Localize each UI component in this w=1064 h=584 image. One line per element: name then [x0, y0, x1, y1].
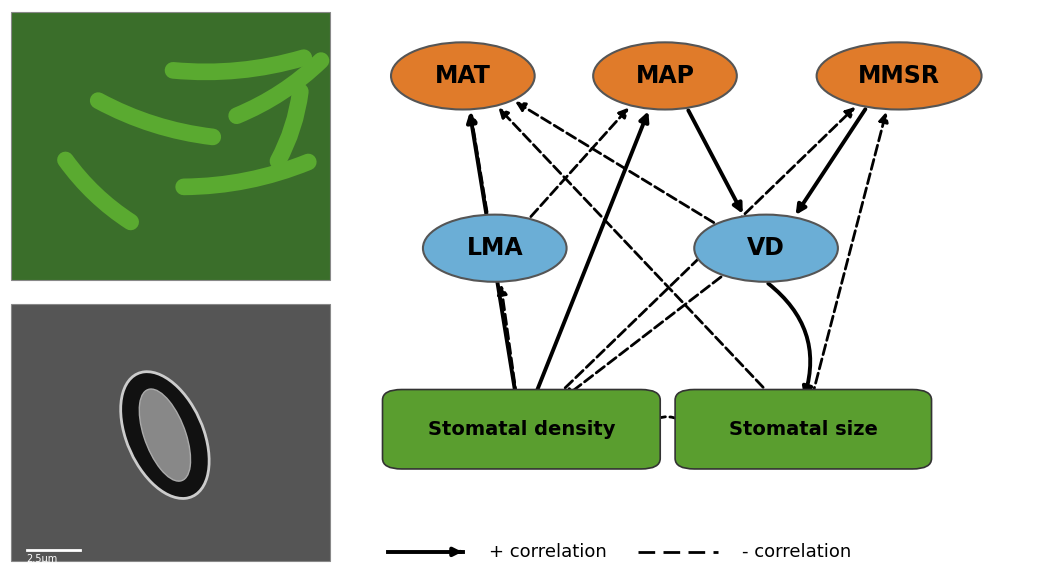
FancyArrowPatch shape [531, 110, 627, 217]
FancyBboxPatch shape [675, 390, 931, 469]
FancyBboxPatch shape [11, 12, 330, 280]
FancyBboxPatch shape [11, 304, 330, 561]
FancyArrowPatch shape [468, 116, 516, 397]
FancyArrowPatch shape [518, 103, 714, 223]
FancyArrowPatch shape [565, 277, 721, 397]
FancyArrowPatch shape [812, 115, 887, 397]
Text: Stomatal size: Stomatal size [729, 420, 878, 439]
Ellipse shape [120, 371, 210, 499]
Text: MAP: MAP [635, 64, 695, 88]
Text: VD: VD [747, 236, 785, 260]
Text: - correlation: - correlation [742, 543, 851, 561]
FancyArrowPatch shape [554, 109, 853, 398]
FancyArrowPatch shape [500, 110, 774, 398]
FancyArrowPatch shape [646, 417, 693, 427]
Ellipse shape [139, 389, 190, 481]
FancyArrowPatch shape [499, 287, 517, 397]
Text: Stomatal density: Stomatal density [428, 420, 615, 439]
Text: LMA: LMA [466, 236, 523, 260]
Ellipse shape [816, 43, 981, 110]
FancyArrowPatch shape [768, 283, 812, 393]
FancyBboxPatch shape [383, 390, 660, 469]
Ellipse shape [423, 215, 566, 282]
Text: MAT: MAT [435, 64, 491, 88]
FancyArrowPatch shape [534, 115, 648, 398]
Ellipse shape [593, 43, 736, 110]
FancyArrowPatch shape [451, 548, 461, 555]
FancyArrowPatch shape [798, 109, 865, 211]
Ellipse shape [390, 43, 534, 110]
FancyArrowPatch shape [688, 110, 741, 210]
Text: MMSR: MMSR [858, 64, 941, 88]
Ellipse shape [694, 215, 838, 282]
Text: + correlation: + correlation [489, 543, 608, 561]
FancyArrowPatch shape [468, 115, 487, 212]
Text: 2.5μm: 2.5μm [27, 554, 57, 564]
